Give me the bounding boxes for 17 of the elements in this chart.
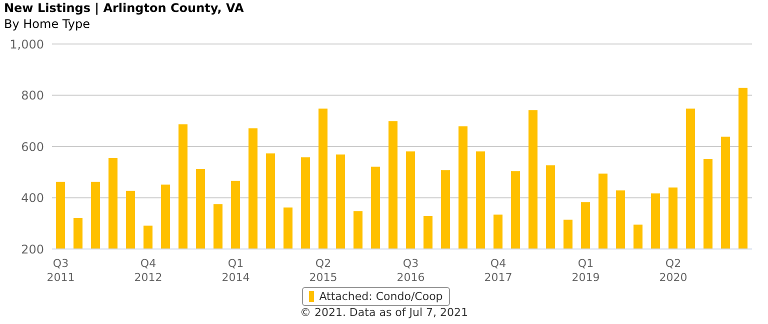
chart-title: New Listings | Arlington County, VA [4,1,244,15]
chart-subtitle: By Home Type [4,17,90,31]
x-tick-label: Q3 2011 [46,257,75,284]
y-tick-label: 200 [21,242,44,256]
y-tick-label: 1,000 [10,37,44,52]
text: © 2021. Data as of Jul 7, 2021 [298,306,470,319]
x-tick-label: Q2 2015 [309,257,338,284]
x-tick-label: Q2 2020 [659,257,688,284]
y-tick-label: 400 [21,191,44,206]
x-tick-label: Q1 2019 [572,257,600,284]
y-tick-label: 600 [21,140,44,154]
x-tick-label: Q3 2016 [396,257,425,284]
y-tick-label: 800 [21,88,44,103]
x-tick-label: Q1 2014 [222,257,250,284]
legend-label: Attached: Condo/Coop [318,290,443,303]
x-tick-label: Q4 2012 [134,257,162,284]
x-tick-label: Q4 2017 [484,257,512,284]
